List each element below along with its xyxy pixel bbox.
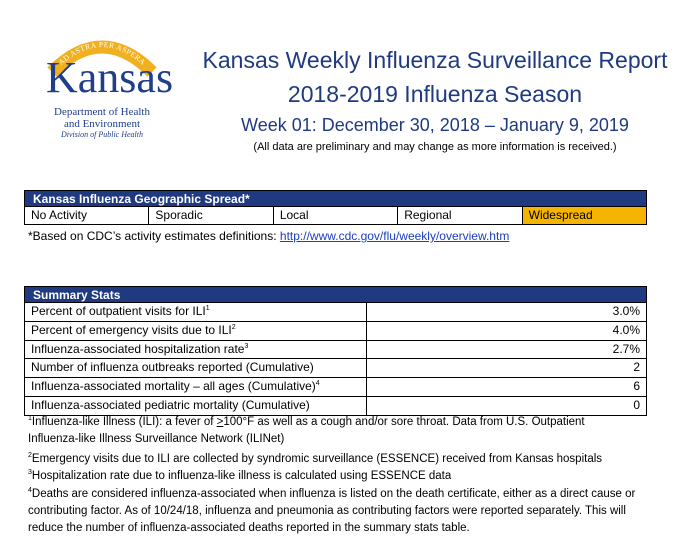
stat-label-text: Influenza-associated hospitalization rat… — [31, 341, 245, 356]
logo-dept-line1: Department of Health — [54, 106, 150, 118]
footnote-2: 2Emergency visits due to ILI are collect… — [28, 451, 638, 468]
table-row: Influenza-associated mortality – all age… — [24, 378, 647, 397]
spread-level-regional: Regional — [398, 207, 523, 224]
logo-department: Department of Health and Environment — [18, 106, 186, 130]
stat-label: Influenza-associated mortality – all age… — [25, 378, 367, 396]
spread-level-no-activity: No Activity — [25, 207, 150, 224]
spread-level-widespread: Widespread — [522, 207, 647, 224]
cdc-definitions-note: *Based on CDC’s activity estimates defin… — [28, 229, 509, 243]
footnote-text: Influenza-like Illness (ILI): a fever of — [31, 416, 217, 428]
stat-label: Number of influenza outbreaks reported (… — [25, 359, 367, 378]
stat-value: 0 — [633, 397, 640, 412]
footnote-ref: 4 — [315, 380, 320, 388]
footnote-symbol: > — [216, 416, 224, 428]
footnote-ref: 3 — [244, 342, 249, 350]
stat-value: 6 — [633, 379, 640, 394]
stat-value: 3.0% — [612, 304, 640, 318]
stat-label-text: Number of influenza outbreaks reported (… — [31, 360, 314, 375]
stat-label-text: Percent of outpatient visits for ILI — [31, 304, 206, 318]
week-range: Week 01: December 30, 2018 – January 9, … — [241, 115, 629, 135]
geographic-spread-header: Kansas Influenza Geographic Spread* — [24, 190, 647, 207]
cdc-note-text: *Based on CDC’s activity estimates defin… — [28, 229, 280, 243]
report-title: Kansas Weekly Influenza Surveillance Rep… — [202, 47, 668, 73]
logo-arc-banner: AD ASTRA PER ASPERA — [47, 40, 157, 77]
stat-value: 2 — [633, 360, 640, 375]
table-row: Percent of emergency visits due to ILI2 … — [24, 321, 647, 341]
table-row: Influenza-associated pediatric mortality… — [24, 396, 647, 416]
footnote-text: Deaths are considered influenza-associat… — [28, 488, 636, 534]
spread-levels-row: No Activity Sporadic Local Regional Wide… — [24, 207, 647, 225]
footnote-text: Emergency visits due to ILI are collecte… — [31, 453, 603, 465]
logo-wordmark: Kansas — [46, 53, 174, 102]
stat-label: Percent of outpatient visits for ILI1 — [25, 303, 367, 321]
stat-value: 2.7% — [612, 341, 640, 356]
summary-stats-header: Summary Stats — [24, 286, 647, 303]
footnote-1: 1Influenza-like Illness (ILI): a fever o… — [28, 414, 638, 448]
stat-label-text: Percent of emergency visits due to ILI — [31, 322, 232, 337]
summary-stats-table: Summary Stats Percent of outpatient visi… — [24, 286, 647, 416]
table-row: Percent of outpatient visits for ILI1 3.… — [24, 303, 647, 322]
stat-label: Percent of emergency visits due to ILI2 — [25, 321, 367, 340]
stat-label: Influenza-associated hospitalization rat… — [25, 340, 367, 359]
footnote-3: 3Hospitalization rate due to influenza-l… — [28, 468, 638, 485]
cdc-overview-link[interactable]: http://www.cdc.gov/flu/weekly/overview.h… — [279, 229, 510, 243]
spread-level-local: Local — [274, 207, 399, 224]
logo-division: Division of Public Health — [61, 130, 143, 139]
footnote-number: 2 — [28, 452, 32, 459]
stat-value: 4.0% — [612, 322, 640, 337]
season-title: 2018-2019 Influenza Season — [287, 81, 583, 107]
kdhe-logo: AD ASTRA PER ASPERA Kansas Department of… — [18, 28, 186, 140]
footnote-number: 3 — [28, 469, 32, 476]
table-row: Influenza-associated hospitalization rat… — [24, 340, 647, 360]
footnote-text: 100°F as well as a cough and/or sore thr… — [28, 416, 585, 445]
logo-dept-line2: and Environment — [63, 118, 141, 130]
preliminary-note: (All data are preliminary and may change… — [253, 141, 617, 153]
spread-level-sporadic: Sporadic — [149, 207, 274, 224]
footnote-number: 4 — [28, 487, 32, 494]
table-row: Number of influenza outbreaks reported (… — [24, 359, 647, 379]
stat-label: Influenza-associated pediatric mortality… — [25, 396, 367, 415]
geographic-spread-table: Kansas Influenza Geographic Spread* No A… — [24, 190, 647, 225]
footnote-number: 1 — [28, 415, 32, 422]
footnote-text: Hospitalization rate due to influenza-li… — [31, 470, 452, 482]
footnote-ref: 1 — [205, 305, 210, 312]
footnote-ref: 2 — [231, 323, 236, 331]
footnote-4: 4Deaths are considered influenza-associa… — [28, 486, 638, 537]
stat-label-text: Influenza-associated mortality – all age… — [31, 379, 316, 394]
stat-label-text: Influenza-associated pediatric mortality… — [31, 397, 310, 412]
